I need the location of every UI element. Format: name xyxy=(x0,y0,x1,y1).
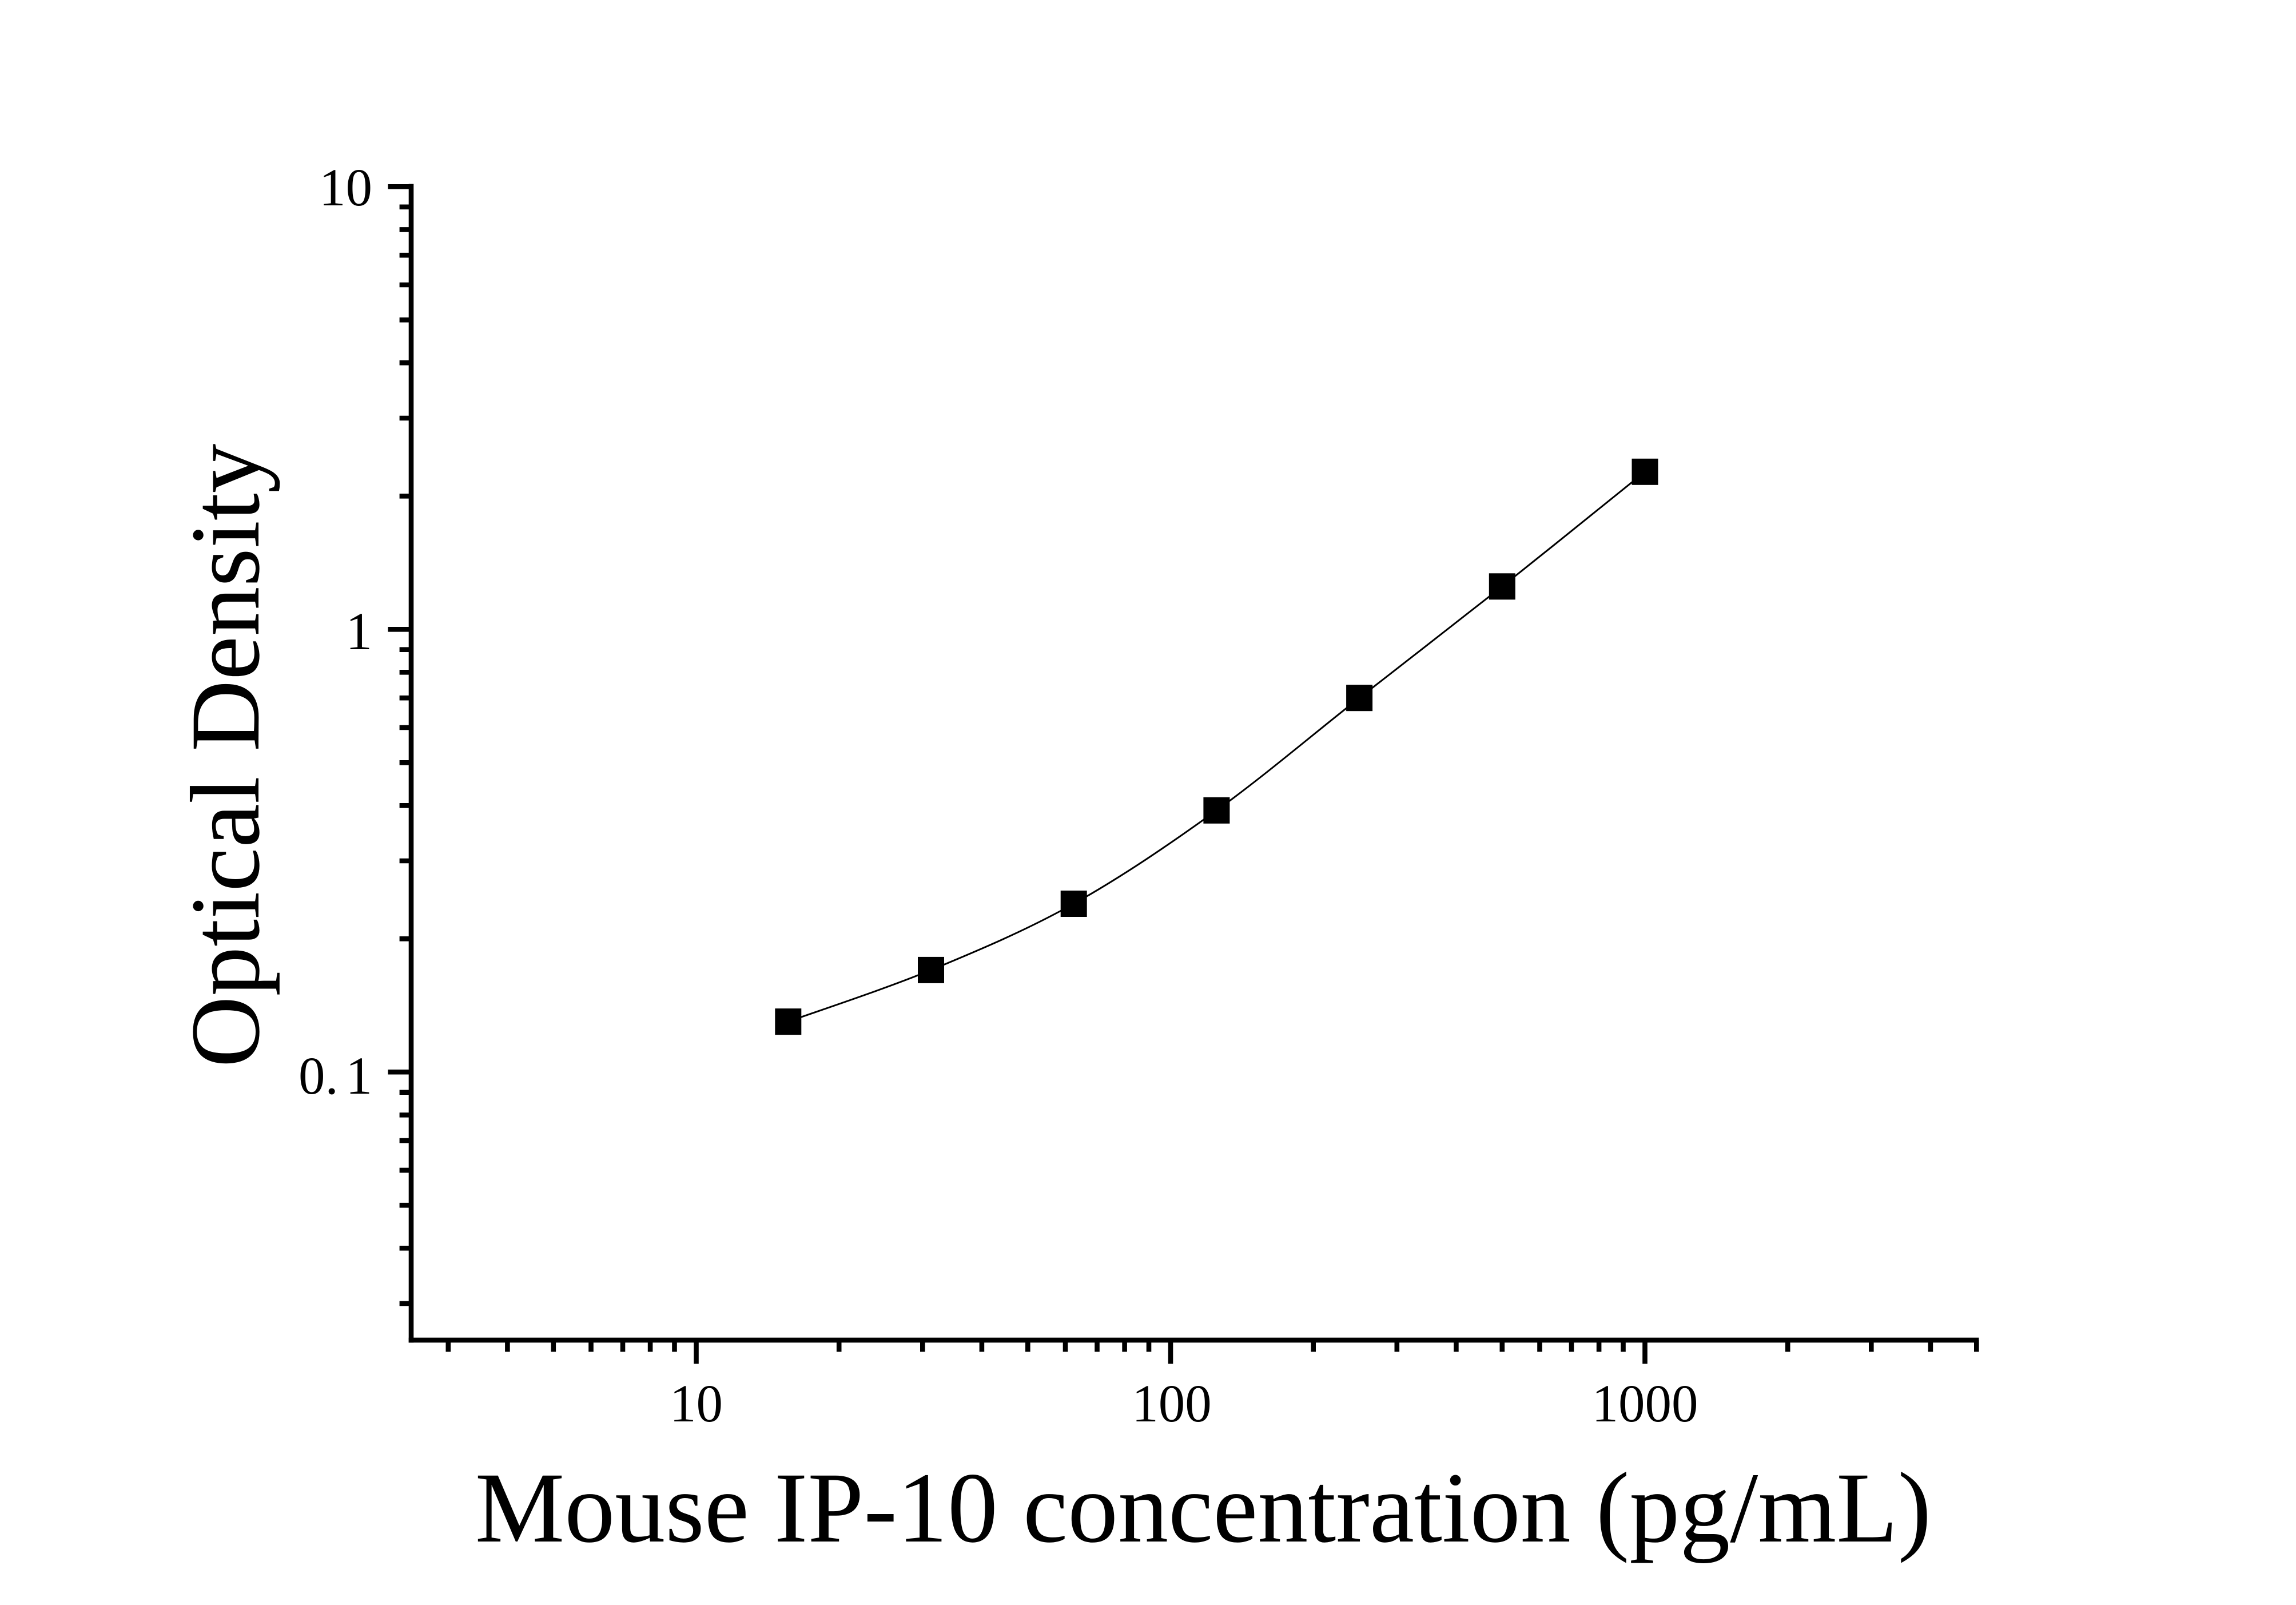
svg-text:0.: 0. xyxy=(299,1047,339,1106)
svg-text:10: 10 xyxy=(319,158,372,217)
svg-text:Optical Density: Optical Density xyxy=(171,444,280,1068)
svg-text:100: 100 xyxy=(1132,1374,1212,1433)
svg-text:1: 1 xyxy=(346,1047,373,1106)
svg-text:10: 10 xyxy=(670,1374,723,1433)
svg-text:Mouse IP-10 concentration (pg/: Mouse IP-10 concentration (pg/mL) xyxy=(475,1452,1932,1564)
svg-text:1: 1 xyxy=(346,602,373,661)
svg-text:1000: 1000 xyxy=(1592,1374,1698,1433)
